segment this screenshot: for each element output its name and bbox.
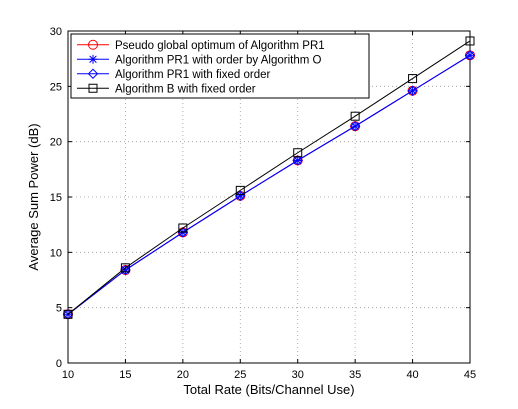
x-axis-label: Total Rate (Bits/Channel Use) bbox=[183, 382, 354, 397]
x-tick-label: 10 bbox=[62, 369, 74, 381]
legend-label: Pseudo global optimum of Algorithm PR1 bbox=[115, 40, 325, 52]
series-layer bbox=[62, 36, 476, 320]
legend-marker bbox=[87, 68, 99, 79]
legend-item: Algorithm PR1 with fixed order bbox=[77, 68, 270, 81]
data-point-marker bbox=[178, 223, 188, 233]
y-tick-label: 0 bbox=[56, 358, 62, 370]
y-tick-label: 30 bbox=[50, 26, 62, 38]
legend-item: Algorithm B with fixed order bbox=[77, 83, 256, 95]
legend-item: Algorithm PR1 with order by Algorithm O bbox=[77, 54, 321, 66]
data-point-marker bbox=[120, 264, 131, 276]
legend-label: Algorithm B with fixed order bbox=[115, 83, 256, 95]
y-tick-label: 10 bbox=[50, 247, 62, 259]
data-point-marker bbox=[408, 74, 418, 84]
series-line bbox=[67, 54, 471, 315]
x-tick-label: 20 bbox=[177, 369, 189, 381]
legend-marker bbox=[88, 54, 98, 64]
y-tick-label: 5 bbox=[56, 303, 62, 315]
data-point-marker bbox=[464, 50, 476, 61]
legend-item: Pseudo global optimum of Algorithm PR1 bbox=[77, 39, 325, 52]
data-point-marker bbox=[293, 148, 303, 158]
data-point-marker bbox=[120, 263, 130, 273]
y-tick-label: 25 bbox=[50, 81, 62, 93]
x-tick-label: 25 bbox=[234, 369, 246, 381]
data-point-marker bbox=[407, 85, 418, 96]
series-4 bbox=[63, 36, 475, 319]
data-point-marker bbox=[292, 155, 303, 166]
series-line bbox=[67, 40, 471, 315]
legend-label: Algorithm PR1 with fixed order bbox=[115, 69, 270, 81]
data-point-marker bbox=[349, 120, 361, 132]
data-point-marker bbox=[63, 309, 73, 319]
x-tick-label: 40 bbox=[406, 369, 418, 381]
x-tick-label: 30 bbox=[292, 369, 304, 381]
series-3 bbox=[62, 50, 476, 320]
y-axis-label: Average Sum Power (dB) bbox=[26, 123, 41, 270]
data-point-marker bbox=[235, 185, 245, 195]
legend-label: Algorithm PR1 with order by Algorithm O bbox=[115, 54, 321, 66]
x-tick-label: 35 bbox=[349, 369, 361, 381]
data-point-marker bbox=[177, 227, 189, 238]
legend: Pseudo global optimum of Algorithm PR1 Al… bbox=[70, 33, 370, 99]
legend-marker bbox=[88, 39, 98, 50]
axis-ticks: 10 15 20 25 30 35 40 45 0 5 10 15 20 25 30 bbox=[50, 26, 476, 381]
data-point-marker bbox=[465, 36, 475, 46]
legend-box bbox=[70, 33, 370, 99]
data-point-marker bbox=[350, 111, 360, 121]
legend-marker bbox=[88, 83, 98, 93]
y-tick-label: 20 bbox=[50, 137, 62, 149]
x-tick-label: 45 bbox=[464, 369, 476, 381]
x-tick-label: 15 bbox=[119, 369, 131, 381]
y-tick-label: 15 bbox=[50, 192, 62, 204]
